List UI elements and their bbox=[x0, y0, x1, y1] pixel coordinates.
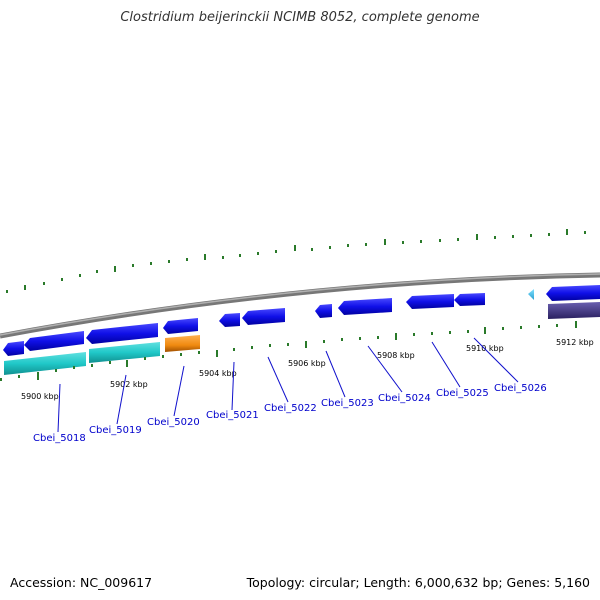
gene-arrow[interactable] bbox=[338, 298, 392, 315]
gene-arrow[interactable] bbox=[86, 323, 158, 344]
gene-arrow[interactable] bbox=[242, 308, 285, 325]
gene-arrow[interactable] bbox=[528, 289, 534, 300]
genome-backbone bbox=[0, 272, 600, 339]
map-title: Clostridium beijerinckii NCIMB 8052, com… bbox=[120, 10, 480, 25]
gene-label-cbei-5021[interactable]: Cbei_5021 bbox=[206, 410, 259, 421]
rna-feature[interactable] bbox=[4, 352, 86, 375]
topology-text: Topology: circular; Length: 6,000,632 bp… bbox=[246, 575, 590, 590]
gene-arrow[interactable] bbox=[406, 294, 454, 309]
gene-arrow[interactable] bbox=[219, 313, 240, 327]
kbp-label: 5902 kbp bbox=[110, 380, 148, 389]
gene-label-cbei-5025[interactable]: Cbei_5025 bbox=[436, 388, 489, 399]
gene-label-cbei-5018[interactable]: Cbei_5018 bbox=[33, 433, 86, 444]
gene-label-cbei-5019[interactable]: Cbei_5019 bbox=[89, 425, 142, 436]
kbp-label: 5904 kbp bbox=[199, 369, 237, 378]
gene-label-cbei-5024[interactable]: Cbei_5024 bbox=[378, 393, 431, 404]
rna-feature[interactable] bbox=[165, 335, 200, 352]
gene-label-cbei-5022[interactable]: Cbei_5022 bbox=[264, 403, 317, 414]
gene-label-cbei-5020[interactable]: Cbei_5020 bbox=[147, 417, 200, 428]
gene-labels: Cbei_5018 Cbei_5019 Cbei_5020 Cbei_5021 … bbox=[33, 383, 547, 444]
accession-text: Accession: NC_009617 bbox=[10, 575, 153, 590]
kbp-label: 5912 kbp bbox=[556, 338, 594, 347]
forward-strand-genes bbox=[3, 285, 600, 356]
outer-tick-track bbox=[6, 229, 586, 293]
gene-label-cbei-5023[interactable]: Cbei_5023 bbox=[321, 398, 374, 409]
gene-arrow[interactable] bbox=[315, 304, 332, 318]
gene-arrow[interactable] bbox=[454, 293, 485, 306]
label-leaders bbox=[57, 337, 519, 433]
gene-arrow[interactable] bbox=[24, 331, 84, 351]
gene-arrow[interactable] bbox=[3, 341, 24, 356]
gene-arrow[interactable] bbox=[546, 285, 600, 301]
kbp-label: 5908 kbp bbox=[377, 351, 415, 360]
kbp-label: 5906 kbp bbox=[288, 359, 326, 368]
gene-label-cbei-5026[interactable]: Cbei_5026 bbox=[494, 383, 547, 394]
rna-feature[interactable] bbox=[548, 302, 600, 319]
inner-tick-track bbox=[0, 321, 577, 381]
kbp-label: 5900 kbp bbox=[21, 392, 59, 401]
rna-feature[interactable] bbox=[89, 342, 160, 363]
gene-arrow[interactable] bbox=[163, 318, 198, 334]
feature-track bbox=[4, 302, 600, 375]
